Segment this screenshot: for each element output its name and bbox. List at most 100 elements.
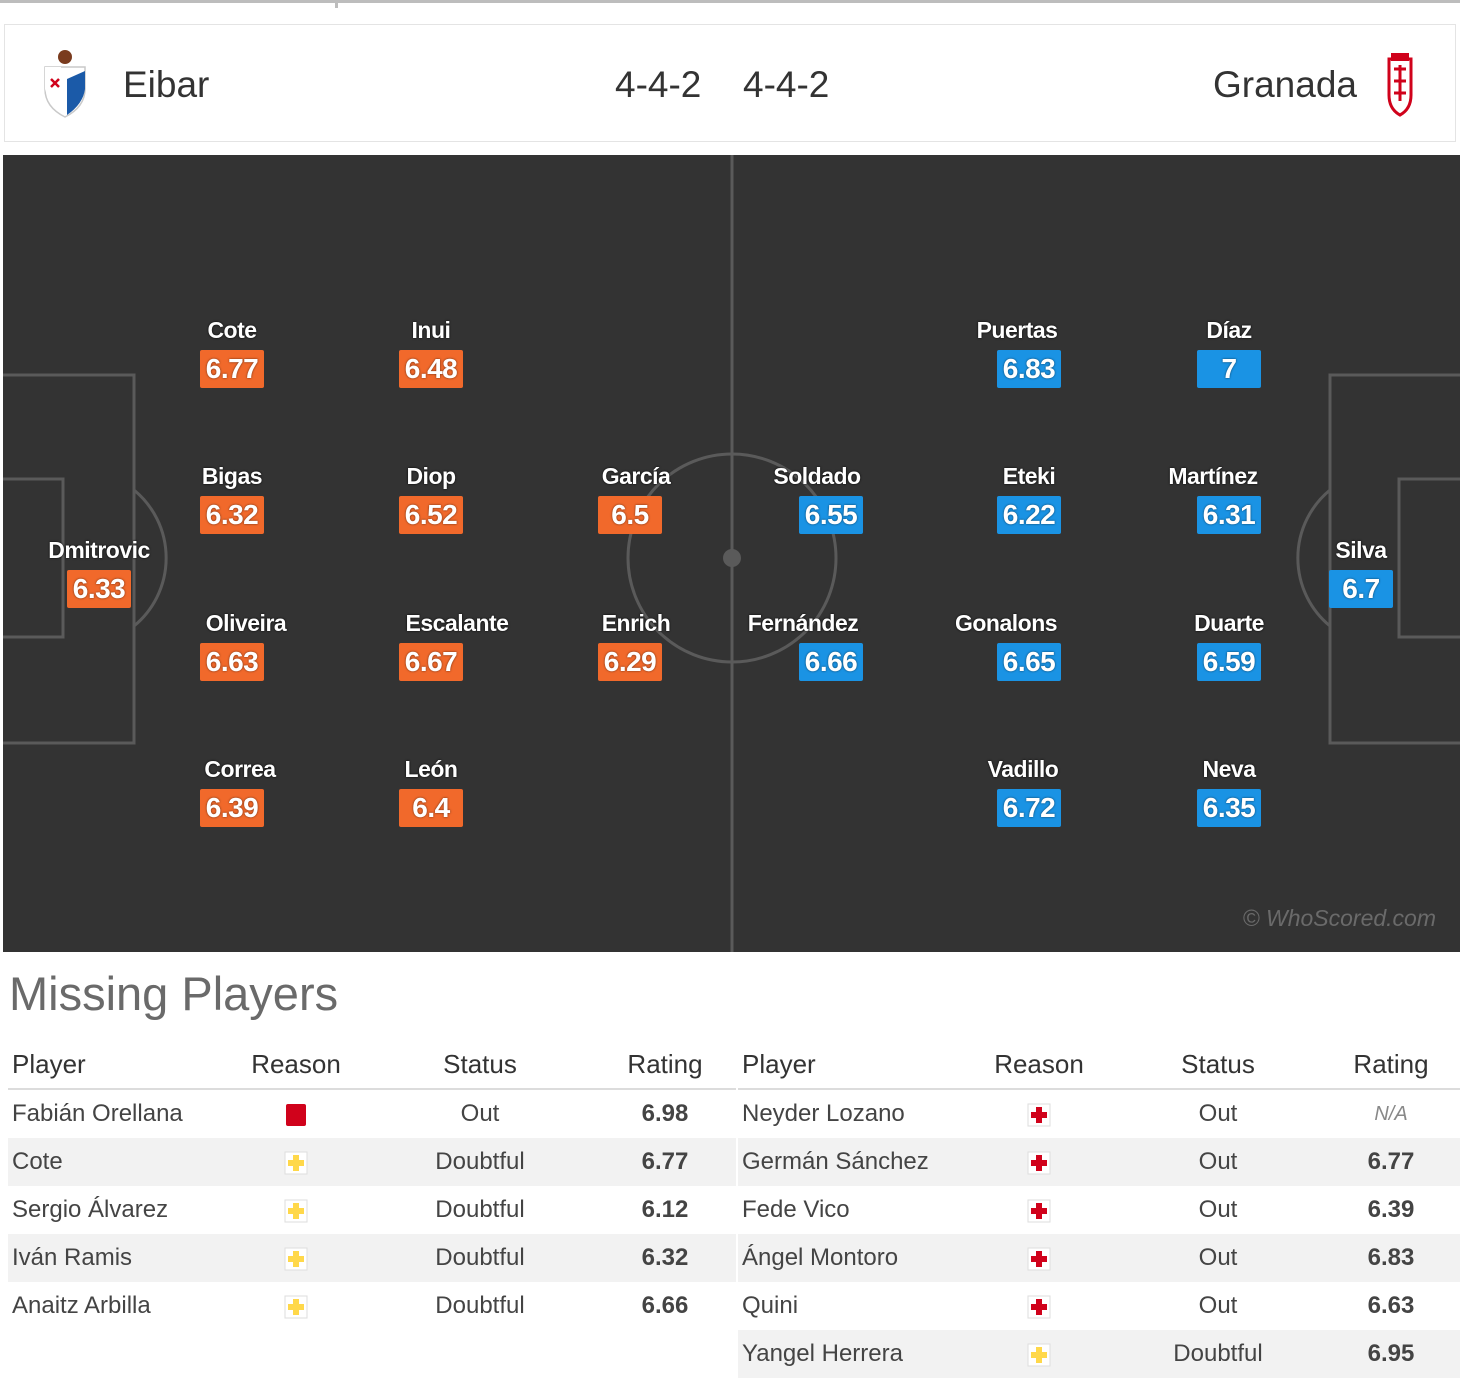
- status: Out: [460, 1100, 500, 1127]
- rating: 6.83: [1322, 1234, 1460, 1282]
- player-name: Correa: [204, 756, 276, 782]
- player-rating: 6.63: [200, 643, 264, 681]
- table-row: Yangel Herrera Doubtful 6.95: [738, 1330, 1460, 1378]
- top-divider: [0, 0, 1460, 8]
- player-name: Neva: [1202, 756, 1256, 782]
- rating: 6.98: [641, 1100, 689, 1127]
- player-rating: 6.4: [399, 789, 463, 827]
- player-name: Fernández: [747, 610, 859, 636]
- eibar-crest-icon: [44, 50, 86, 118]
- rating: 6.66: [641, 1292, 689, 1319]
- player-name[interactable]: Fabián Orellana: [12, 1100, 183, 1127]
- player-name[interactable]: Fede Vico: [742, 1196, 850, 1223]
- doubtful-cross-icon: [1027, 1343, 1051, 1367]
- player-name: León: [404, 756, 458, 782]
- player-rating: 6.29: [598, 643, 662, 681]
- player-rating: 6.39: [200, 789, 264, 827]
- injury-cross-icon: [1027, 1247, 1051, 1271]
- missing-players-title: Missing Players: [9, 967, 339, 1020]
- player-name: Eteki: [1002, 463, 1056, 489]
- column-header-status[interactable]: Status: [366, 1040, 594, 1090]
- table-row: Fede Vico Out 6.39: [738, 1186, 1460, 1234]
- player-rating: 6.77: [200, 350, 264, 388]
- status: Doubtful: [435, 1196, 525, 1223]
- player-name: Vadillo: [987, 756, 1059, 782]
- rating: 6.12: [641, 1196, 689, 1223]
- rating: 6.77: [594, 1138, 736, 1186]
- player-name: Díaz: [1206, 317, 1252, 343]
- player-rating: 6.52: [399, 496, 463, 534]
- injury-cross-icon: [1027, 1151, 1051, 1175]
- player-name[interactable]: Iván Ramis: [8, 1234, 226, 1282]
- lineup-header: Eibar 4-4-2 4-4-2 Granada: [4, 24, 1456, 142]
- player-name[interactable]: Quini: [742, 1292, 799, 1319]
- column-header-reason[interactable]: Reason: [226, 1040, 366, 1090]
- player-name[interactable]: Ángel Montoro: [738, 1234, 964, 1282]
- player-rating: 6.32: [200, 496, 264, 534]
- player-name: Diop: [406, 463, 456, 489]
- home-team-name[interactable]: Eibar: [123, 64, 210, 105]
- rating: 6.32: [594, 1234, 736, 1282]
- doubtful-cross-icon: [284, 1151, 308, 1175]
- player-name: Gonalons: [954, 610, 1058, 636]
- player-name[interactable]: Yangel Herrera: [738, 1330, 964, 1378]
- doubtful-cross-icon: [284, 1295, 308, 1319]
- player-name: Bigas: [201, 463, 263, 489]
- granada-crest-icon: [1387, 53, 1413, 117]
- rating: 6.63: [1367, 1292, 1415, 1319]
- player-name: Dmitrovic: [48, 537, 150, 563]
- status: Out: [1114, 1138, 1322, 1186]
- column-header-rating[interactable]: Rating: [1322, 1040, 1460, 1090]
- player-name: García: [601, 463, 671, 489]
- column-header-reason[interactable]: Reason: [964, 1040, 1114, 1090]
- table-row: Sergio Álvarez Doubtful 6.12: [8, 1186, 736, 1234]
- column-header-status[interactable]: Status: [1114, 1040, 1322, 1090]
- table-row: Ángel Montoro Out 6.83: [738, 1234, 1460, 1282]
- player-name[interactable]: Neyder Lozano: [742, 1100, 905, 1127]
- doubtful-cross-icon: [284, 1199, 308, 1223]
- column-header-player[interactable]: Player: [738, 1040, 964, 1090]
- injury-cross-icon: [1027, 1295, 1051, 1319]
- watermark: © WhoScored.com: [1242, 905, 1436, 931]
- status: Doubtful: [366, 1234, 594, 1282]
- player-name: Oliveira: [205, 610, 287, 636]
- rating: N/A: [1374, 1102, 1408, 1125]
- player-rating: 6.59: [1197, 643, 1261, 681]
- away-formation: 4-4-2: [743, 64, 830, 105]
- player-name: Silva: [1335, 537, 1387, 563]
- player-rating: 6.66: [799, 643, 863, 681]
- player-rating: 6.83: [997, 350, 1061, 388]
- player-rating: 6.7: [1329, 570, 1393, 608]
- table-row: Neyder Lozano Out N/A: [738, 1089, 1460, 1138]
- status: Out: [1114, 1234, 1322, 1282]
- player-rating: 6.33: [67, 570, 131, 608]
- player-rating: 7: [1197, 350, 1261, 388]
- player-name: Duarte: [1194, 610, 1264, 636]
- column-header-player[interactable]: Player: [8, 1040, 226, 1090]
- red-card-icon: [286, 1103, 306, 1126]
- player-name: Cote: [207, 317, 257, 343]
- player-rating: 6.5: [598, 496, 662, 534]
- player-name[interactable]: Anaitz Arbilla: [12, 1292, 151, 1319]
- player-rating: 6.67: [399, 643, 463, 681]
- player-name: Puertas: [976, 317, 1058, 343]
- player-name: Inui: [411, 317, 451, 343]
- player-rating: 6.22: [997, 496, 1061, 534]
- status: Out: [1198, 1292, 1238, 1319]
- table-row: Iván Ramis Doubtful 6.32: [8, 1234, 736, 1282]
- table-row: Quini Out 6.63: [738, 1282, 1460, 1330]
- player-rating: 6.31: [1197, 496, 1261, 534]
- column-header-rating[interactable]: Rating: [594, 1040, 736, 1090]
- player-name[interactable]: Germán Sánchez: [738, 1138, 964, 1186]
- table-row: Cote Doubtful 6.77: [8, 1138, 736, 1186]
- away-team-name[interactable]: Granada: [1213, 64, 1357, 105]
- injury-cross-icon: [1027, 1199, 1051, 1223]
- status: Out: [1198, 1196, 1238, 1223]
- doubtful-cross-icon: [284, 1247, 308, 1271]
- status: Out: [1198, 1100, 1238, 1127]
- status: Doubtful: [366, 1138, 594, 1186]
- player-name[interactable]: Sergio Álvarez: [12, 1196, 169, 1223]
- player-name[interactable]: Cote: [8, 1138, 226, 1186]
- player-rating: 6.65: [997, 643, 1061, 681]
- injury-cross-icon: [1027, 1103, 1051, 1127]
